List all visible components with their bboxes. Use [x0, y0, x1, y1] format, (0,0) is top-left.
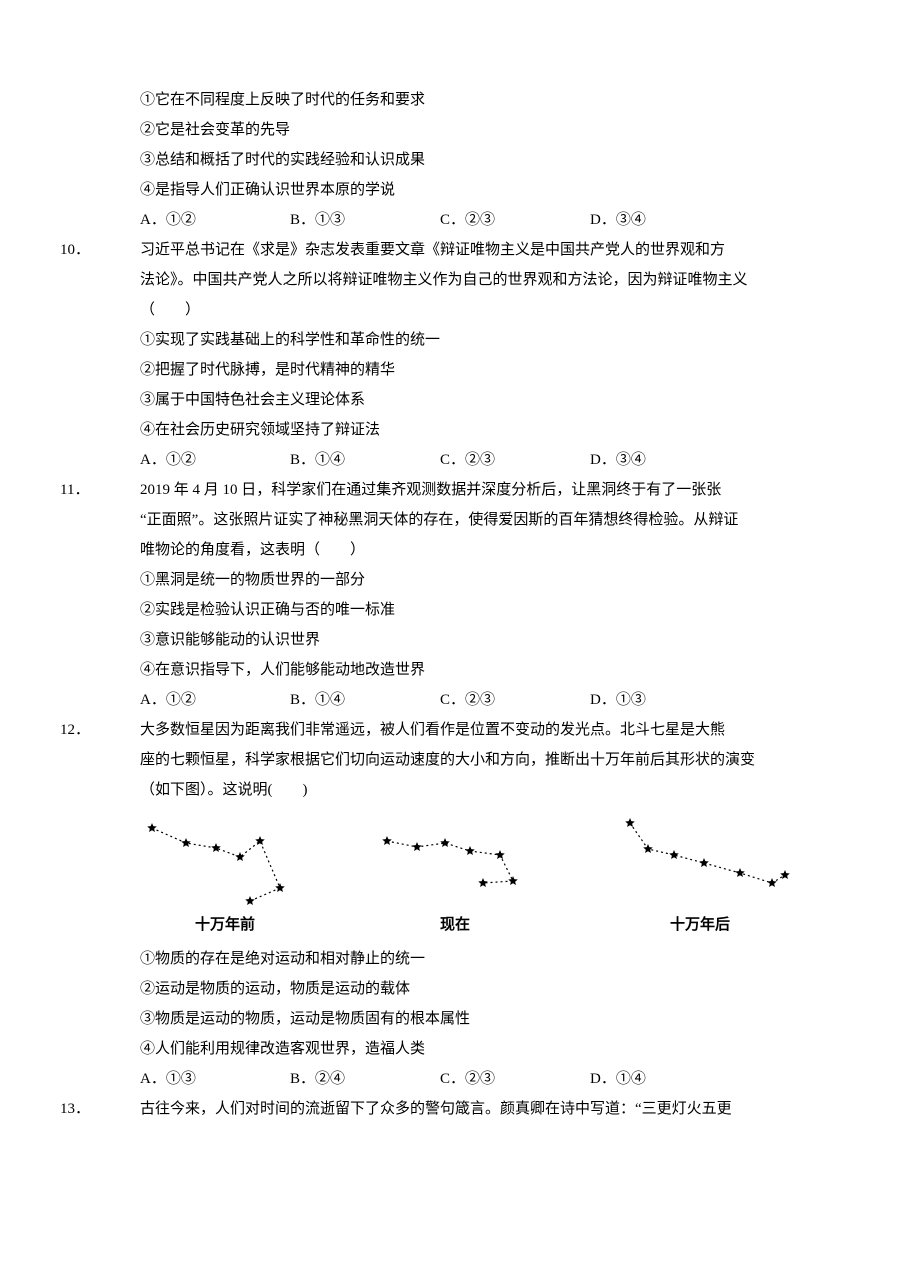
- q10-option-d: D．③④: [590, 445, 740, 475]
- q10-stem-line3: （ ）: [140, 295, 820, 325]
- q12-diagram-future: 十万年后: [600, 813, 800, 940]
- q9-stmt-1: ①它在不同程度上反映了时代的任务和要求: [140, 85, 820, 115]
- q12-diagram-past-label: 十万年前: [140, 910, 310, 940]
- q10-option-b: B．①④: [290, 445, 440, 475]
- exam-page: ①它在不同程度上反映了时代的任务和要求 ②它是社会变革的先导 ③总结和概括了时代…: [0, 0, 920, 1274]
- q12-stem-line3: （如下图）。这说明( ): [140, 775, 820, 805]
- q12-stmt-1: ①物质的存在是绝对运动和相对静止的统一: [140, 944, 820, 974]
- q9-stmt-3: ③总结和概括了时代的实践经验和认识成果: [140, 145, 820, 175]
- q11-stmt-3: ③意识能够能动的认识世界: [140, 625, 820, 655]
- q12-stem-line2: 座的七颗恒星，科学家根据它们切向运动速度的大小和方向，推断出十万年前后其形状的演…: [140, 745, 820, 775]
- q10-stmt-4: ④在社会历史研究领域坚持了辩证法: [140, 415, 820, 445]
- q10-stem-line1: 习近平总书记在《求是》杂志发表重要文章《辩证唯物主义是中国共产党人的世界观和方: [140, 242, 725, 258]
- q12-stmt-2: ②运动是物质的运动，物质是运动的载体: [140, 974, 820, 1004]
- q12-options: A．①③ B．②④ C．②③ D．①④: [140, 1064, 820, 1094]
- q10-stem: 10．习近平总书记在《求是》杂志发表重要文章《辩证唯物主义是中国共产党人的世界观…: [100, 235, 820, 265]
- q9-option-c: C．②③: [440, 205, 590, 235]
- q9-stmt-2: ②它是社会变革的先导: [140, 115, 820, 145]
- q10: 10．习近平总书记在《求是》杂志发表重要文章《辩证唯物主义是中国共产党人的世界观…: [100, 235, 820, 475]
- q10-option-c: C．②③: [440, 445, 590, 475]
- q10-options: A．①② B．①④ C．②③ D．③④: [140, 445, 820, 475]
- q9-option-b: B．①③: [290, 205, 440, 235]
- q11-stem: 11．2019 年 4 月 10 日，科学家们在通过集齐观测数据并深度分析后，让…: [100, 475, 820, 505]
- q11-option-b: B．①④: [290, 685, 440, 715]
- q12-diagram-past: 十万年前: [140, 813, 310, 940]
- q11: 11．2019 年 4 月 10 日，科学家们在通过集齐观测数据并深度分析后，让…: [100, 475, 820, 715]
- q12-number: 12．: [100, 715, 140, 745]
- q9-option-d: D．③④: [590, 205, 740, 235]
- q11-option-d: D．①③: [590, 685, 740, 715]
- constellation-future-icon: [600, 813, 800, 908]
- q12: 12．大多数恒星因为距离我们非常遥远，被人们看作是位置不变动的发光点。北斗七星是…: [100, 715, 820, 1094]
- q12-stem: 12．大多数恒星因为距离我们非常遥远，被人们看作是位置不变动的发光点。北斗七星是…: [100, 715, 820, 745]
- q9-option-a: A．①②: [140, 205, 290, 235]
- q12-diagram-future-label: 十万年后: [600, 910, 800, 940]
- q13: 13．古往今来，人们对时间的流逝留下了众多的警句箴言。颜真卿在诗中写道：“三更灯…: [100, 1094, 820, 1124]
- q9-stmt-4: ④是指导人们正确认识世界本原的学说: [140, 175, 820, 205]
- constellation-now-icon: [375, 813, 535, 908]
- q12-stem-line1: 大多数恒星因为距离我们非常遥远，被人们看作是位置不变动的发光点。北斗七星是大熊: [140, 722, 725, 738]
- q11-stem-line3: 唯物论的角度看，这表明（ ）: [140, 535, 820, 565]
- q10-number: 10．: [100, 235, 140, 265]
- q12-stmt-4: ④人们能利用规律改造客观世界，造福人类: [140, 1034, 820, 1064]
- q11-stmt-4: ④在意识指导下，人们能够能动地改造世界: [140, 655, 820, 685]
- q11-stem-line2: “正面照”。这张照片证实了神秘黑洞天体的存在，使得爱因斯的百年猜想终得检验。从辩…: [140, 505, 820, 535]
- q10-stmt-1: ①实现了实践基础上的科学性和革命性的统一: [140, 325, 820, 355]
- constellation-past-icon: [140, 813, 310, 908]
- q12-diagram-row: 十万年前 现在 十万年后: [140, 813, 800, 940]
- q11-option-c: C．②③: [440, 685, 590, 715]
- q11-stmt-2: ②实践是检验认识正确与否的唯一标准: [140, 595, 820, 625]
- q10-option-a: A．①②: [140, 445, 290, 475]
- q12-option-a: A．①③: [140, 1064, 290, 1094]
- q13-stem: 13．古往今来，人们对时间的流逝留下了众多的警句箴言。颜真卿在诗中写道：“三更灯…: [100, 1094, 820, 1124]
- q9-options: A．①② B．①③ C．②③ D．③④: [140, 205, 820, 235]
- q10-stem-line2: 法论》。中国共产党人之所以将辩证唯物主义作为自己的世界观和方法论，因为辩证唯物主…: [140, 265, 820, 295]
- q12-option-c: C．②③: [440, 1064, 590, 1094]
- q10-stmt-2: ②把握了时代脉搏，是时代精神的精华: [140, 355, 820, 385]
- q10-stmt-3: ③属于中国特色社会主义理论体系: [140, 385, 820, 415]
- q11-number: 11．: [100, 475, 140, 505]
- q11-option-a: A．①②: [140, 685, 290, 715]
- q12-stmt-3: ③物质是运动的物质，运动是物质固有的根本属性: [140, 1004, 820, 1034]
- q12-option-d: D．①④: [590, 1064, 740, 1094]
- q13-stem-line1: 古往今来，人们对时间的流逝留下了众多的警句箴言。颜真卿在诗中写道：“三更灯火五更: [140, 1101, 732, 1117]
- q11-options: A．①② B．①④ C．②③ D．①③: [140, 685, 820, 715]
- q12-diagram-now-label: 现在: [375, 910, 535, 940]
- q13-number: 13．: [100, 1094, 140, 1124]
- q11-stmt-1: ①黑洞是统一的物质世界的一部分: [140, 565, 820, 595]
- q11-stem-line1: 2019 年 4 月 10 日，科学家们在通过集齐观测数据并深度分析后，让黑洞终…: [140, 482, 721, 498]
- q12-diagram-now: 现在: [375, 813, 535, 940]
- q12-option-b: B．②④: [290, 1064, 440, 1094]
